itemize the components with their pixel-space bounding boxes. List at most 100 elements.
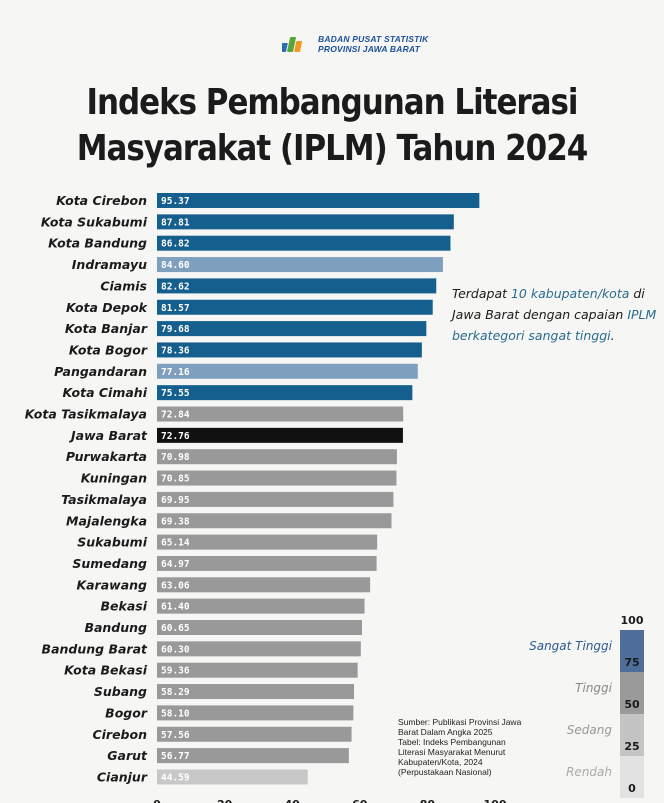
legend-top-value: 100 bbox=[621, 614, 644, 627]
title-line2: Masyarakat (IPLM) Tahun 2024 bbox=[76, 128, 588, 169]
value-label-26: 56.77 bbox=[161, 751, 190, 762]
category-label-20: Bandung bbox=[84, 620, 147, 635]
value-label-3: 84.60 bbox=[161, 260, 190, 271]
value-label-9: 75.55 bbox=[161, 388, 190, 399]
value-label-7: 78.36 bbox=[161, 345, 190, 356]
category-label-1: Kota Sukabumi bbox=[41, 214, 148, 229]
org-name-line2: PROVINSI JAWA BARAT bbox=[318, 44, 421, 54]
category-label-8: Pangandaran bbox=[54, 364, 147, 379]
value-label-15: 69.38 bbox=[161, 516, 190, 527]
page-title: Indeks Pembangunan Literasi Masyarakat (… bbox=[46, 80, 617, 172]
bar-8 bbox=[157, 363, 418, 379]
org-name-line1: BADAN PUSAT STATISTIK bbox=[318, 34, 429, 44]
value-label-16: 65.14 bbox=[161, 538, 190, 549]
x-tick-3: 60 bbox=[352, 798, 368, 803]
category-label-18: Karawang bbox=[76, 577, 147, 592]
category-label-12: Purwakarta bbox=[66, 449, 147, 464]
category-label-19: Bekasi bbox=[101, 599, 148, 614]
bar-19 bbox=[157, 598, 365, 614]
category-label-6: Kota Banjar bbox=[65, 321, 148, 336]
category-label-21: Bandung Barat bbox=[42, 641, 148, 656]
category-label-7: Kota Bogor bbox=[69, 342, 148, 357]
value-label-14: 69.95 bbox=[161, 495, 190, 506]
category-label-4: Ciamis bbox=[100, 278, 147, 293]
x-tick-4: 80 bbox=[420, 798, 436, 803]
source-line1: Sumber: Publikasi Provinsi Jawa bbox=[398, 717, 522, 727]
bar-11 bbox=[157, 427, 403, 443]
source-line4: Literasi Masyarakat Menurut bbox=[398, 747, 506, 757]
category-label-23: Subang bbox=[94, 684, 147, 699]
value-label-12: 70.98 bbox=[161, 452, 190, 463]
value-label-17: 64.97 bbox=[161, 559, 190, 570]
bar-16 bbox=[157, 534, 378, 550]
category-label-10: Kota Tasikmalaya bbox=[25, 407, 147, 422]
annotation-highlight1: 10 kabupaten/kota bbox=[510, 286, 630, 301]
category-label-26: Garut bbox=[107, 748, 148, 763]
legend-value-1: 50 bbox=[624, 698, 640, 711]
category-label-13: Kuningan bbox=[81, 471, 147, 486]
category-label-27: Cianjur bbox=[97, 769, 148, 784]
legend-segment-2 bbox=[620, 714, 644, 756]
x-tick-2: 40 bbox=[285, 798, 301, 803]
x-tick-5: 100 bbox=[484, 798, 507, 803]
category-label-2: Kota Bandung bbox=[48, 236, 147, 251]
value-label-10: 72.84 bbox=[161, 410, 190, 421]
category-label-24: Bogor bbox=[105, 705, 148, 720]
value-label-6: 79.68 bbox=[161, 324, 190, 335]
value-label-21: 60.30 bbox=[161, 644, 190, 655]
x-tick-1: 20 bbox=[217, 798, 233, 803]
category-label-25: Cirebon bbox=[92, 727, 147, 742]
value-label-11: 72.76 bbox=[161, 431, 190, 442]
bar-3 bbox=[157, 257, 443, 273]
bps-logo-icon bbox=[282, 37, 303, 52]
legend-segment-3 bbox=[620, 756, 644, 798]
source-line6: (Perpustakaan Nasional) bbox=[398, 767, 492, 777]
bar-20 bbox=[157, 620, 362, 635]
bar-4 bbox=[157, 278, 437, 294]
source-line2: Barat Dalam Angka 2025 bbox=[398, 727, 493, 737]
bps-logo-header: BADAN PUSAT STATISTIK PROVINSI JAWA BARA… bbox=[282, 33, 428, 55]
bar-27 bbox=[157, 769, 308, 785]
category-label-3: Indramayu bbox=[72, 257, 147, 272]
value-label-8: 77.16 bbox=[161, 367, 190, 378]
legend-label-1: Tinggi bbox=[575, 681, 613, 695]
legend-label-3: Rendah bbox=[566, 765, 612, 779]
bar-6 bbox=[157, 321, 427, 337]
annotation-part1: Terdapat bbox=[452, 286, 511, 301]
source-line5: Kabupaten/Kota, 2024 bbox=[398, 757, 483, 767]
bar-5 bbox=[157, 299, 433, 315]
bar-21 bbox=[157, 641, 361, 657]
category-label-17: Sumedang bbox=[72, 556, 147, 571]
value-label-0: 95.37 bbox=[161, 196, 190, 207]
value-label-23: 58.29 bbox=[161, 687, 190, 698]
source-line3: Tabel: Indeks Pembangunan bbox=[398, 737, 506, 747]
bar-1 bbox=[157, 214, 454, 230]
x-tick-0: 0 bbox=[153, 798, 161, 803]
category-label-22: Kota Bekasi bbox=[64, 663, 148, 678]
annotation-part3: . bbox=[610, 328, 615, 343]
legend-value-3: 0 bbox=[628, 782, 636, 795]
bar-12 bbox=[157, 449, 397, 465]
annotation-part2: di Jawa Barat dengan capaian bbox=[452, 286, 645, 322]
legend-value-2: 25 bbox=[624, 740, 639, 753]
bar-10 bbox=[157, 406, 404, 422]
category-label-9: Kota Cimahi bbox=[63, 385, 148, 400]
category-label-14: Tasikmalaya bbox=[61, 492, 147, 507]
bar-14 bbox=[157, 491, 394, 507]
bar-0 bbox=[157, 193, 480, 208]
legend-segment-0 bbox=[620, 630, 644, 672]
bar-18 bbox=[157, 577, 371, 593]
bar-22 bbox=[157, 662, 358, 678]
bar-24 bbox=[157, 705, 354, 721]
category-label-5: Kota Depok bbox=[66, 300, 148, 315]
bar-15 bbox=[157, 513, 392, 529]
value-label-5: 81.57 bbox=[161, 303, 190, 314]
annotation-text: Terdapat 10 kabupaten/kota di Jawa Barat… bbox=[452, 283, 664, 346]
value-label-24: 58.10 bbox=[161, 708, 190, 719]
bar-13 bbox=[157, 470, 397, 486]
bar-23 bbox=[157, 684, 355, 700]
category-label-16: Sukabumi bbox=[77, 535, 148, 550]
bar-7 bbox=[157, 342, 422, 358]
